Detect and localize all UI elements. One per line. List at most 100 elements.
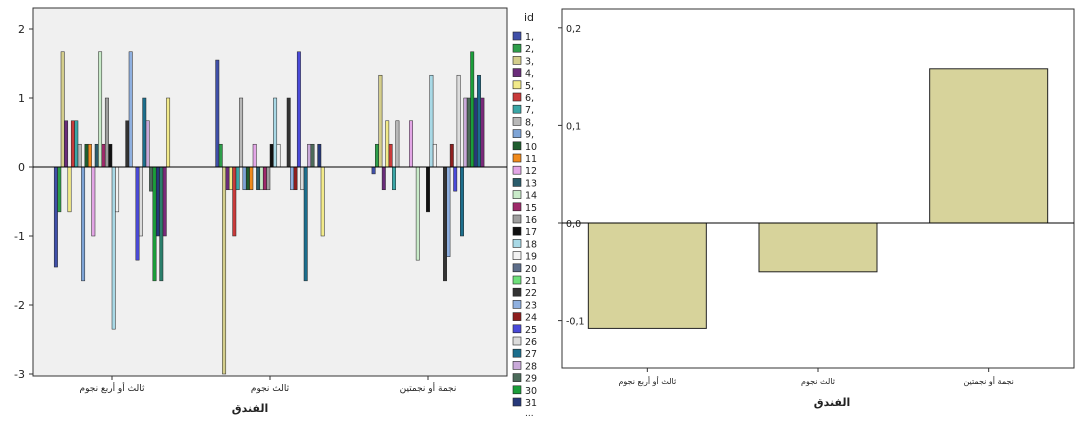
bar [142, 97, 147, 168]
bar [256, 166, 261, 191]
legend-label: 17 [525, 227, 537, 238]
bar [87, 143, 92, 168]
legend-label: 1, [525, 32, 534, 43]
bar [388, 143, 393, 168]
legend-label: 5, [525, 81, 534, 92]
bar [415, 166, 420, 261]
bar [375, 143, 379, 168]
bar [239, 97, 244, 168]
legend-swatch [512, 361, 522, 370]
bar [225, 166, 230, 191]
bar [115, 166, 120, 213]
legend-swatch [512, 31, 522, 41]
bar [293, 166, 298, 191]
bar [98, 51, 103, 168]
bar [449, 143, 454, 168]
legend-label: 18 [525, 239, 537, 250]
bar [463, 97, 468, 168]
bar [259, 166, 264, 191]
bar [381, 166, 386, 191]
legend-label: 22 [525, 288, 537, 299]
legend-label: 12 [525, 166, 537, 177]
legend-swatch [512, 56, 522, 65]
x-axis-title: الفندق [814, 396, 851, 409]
legend-swatch [512, 165, 522, 175]
legend-swatch [512, 263, 522, 273]
legend-swatch [512, 312, 522, 321]
right-chart: -0,1 0,0 0,1 0,2 ثالث أو أربع نجوم ثالث نجوم ن… [558, 8, 1075, 409]
x-tick-label: ثالث نجوم [251, 384, 290, 394]
bar [432, 143, 437, 168]
bar [128, 51, 133, 168]
legend-swatch [512, 68, 522, 77]
legend-label: 7, [525, 105, 534, 116]
x-tick-label: نجمة أو نجمتين [963, 376, 1013, 386]
bar [456, 74, 461, 168]
bar [232, 166, 237, 237]
bar [77, 143, 82, 168]
legend-label: 21 [525, 276, 537, 287]
legend-label: 25 [525, 325, 537, 336]
legend-swatch [512, 226, 522, 236]
bar [473, 97, 478, 168]
x-tick-label: ثالث أو أربع نجوم [618, 376, 676, 386]
y-tick-label: 0,2 [566, 24, 581, 35]
bar [378, 74, 383, 168]
legend-swatch [512, 43, 522, 53]
bar [249, 166, 254, 191]
bar [310, 143, 315, 168]
bar [429, 74, 434, 168]
y-tick-label: 0 [18, 161, 25, 174]
legend-swatch [512, 92, 522, 102]
legend-swatch [512, 275, 522, 285]
legend-swatch [512, 202, 522, 212]
x-tick-label: ثالث أو أربع نجوم [80, 382, 145, 394]
legend-more: ... [525, 409, 534, 419]
bar [317, 143, 322, 168]
legend-swatch [512, 397, 522, 407]
legend-label: 8, [525, 117, 534, 128]
bar [108, 143, 113, 168]
plot-area [32, 7, 508, 377]
bar [385, 120, 390, 168]
bar [162, 166, 167, 237]
legend-label: 3, [525, 56, 534, 67]
bar [228, 166, 233, 191]
legend-swatch [512, 117, 522, 126]
bar [758, 222, 878, 273]
legend-label: 11 [525, 154, 537, 165]
bar [453, 166, 458, 192]
legend-label: 2, [525, 44, 534, 55]
bar [296, 51, 301, 168]
bar [290, 166, 295, 191]
bar [276, 143, 281, 168]
bar [94, 143, 99, 168]
legend-swatch [512, 300, 522, 309]
legend-label: 27 [525, 349, 537, 360]
legend-swatch [512, 141, 522, 151]
legend-label: 19 [525, 252, 537, 263]
legend-label: 29 [525, 374, 537, 385]
bar [395, 120, 400, 168]
bar [149, 166, 154, 192]
bar [57, 166, 62, 213]
bar [111, 166, 116, 330]
bar [215, 59, 220, 168]
legend-swatch [512, 104, 522, 114]
y-tick-label: -3 [14, 368, 25, 381]
bar [426, 166, 430, 213]
legend-swatch [512, 324, 522, 334]
legend-swatch [512, 153, 522, 163]
legend-swatch [512, 80, 522, 90]
bar [470, 51, 475, 168]
bar [81, 166, 86, 282]
y-tick-label: -2 [14, 299, 25, 312]
bar [242, 166, 247, 191]
legend-swatch [512, 251, 522, 260]
legend-label: 10 [525, 142, 537, 153]
bar [222, 166, 227, 375]
bar [443, 166, 447, 282]
bar [135, 166, 140, 261]
bar [60, 51, 65, 168]
